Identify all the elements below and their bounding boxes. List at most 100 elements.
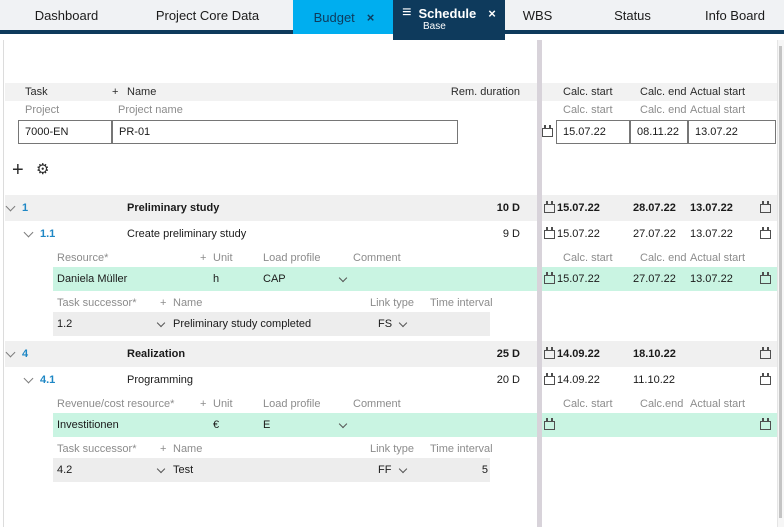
dropdown-chevron-icon[interactable] (156, 312, 166, 336)
load-profile-cell[interactable]: E (263, 419, 271, 431)
task-name-cell[interactable]: Preliminary study (127, 202, 220, 214)
load-profile-header: Load profile (263, 398, 321, 410)
unit-cell[interactable]: h (213, 273, 220, 285)
task-duration-cell[interactable]: 20 D (496, 374, 520, 386)
task-name-cell[interactable]: Programming (127, 374, 194, 386)
close-icon[interactable]: × (488, 5, 496, 21)
project-actual-start-input[interactable]: 13.07.22 (688, 120, 776, 144)
calendar-icon (544, 226, 555, 239)
successor-id-cell[interactable]: 1.2 (57, 318, 73, 330)
calendar-icon[interactable] (544, 341, 555, 367)
calendar-icon[interactable] (760, 413, 771, 437)
resource-name-cell[interactable]: Investitionen (57, 419, 119, 431)
comment-header: Comment (353, 252, 401, 264)
add-resource-button[interactable]: + (200, 252, 207, 264)
task-id-cell[interactable]: 1.1 (40, 228, 56, 240)
calc-start-cell[interactable]: 15.07.22 (557, 228, 600, 240)
successor-name-cell[interactable]: Test (173, 464, 194, 476)
successor-id-cell[interactable]: 4.2 (57, 464, 73, 476)
time-interval-cell[interactable]: 5 (481, 464, 488, 476)
row-background (53, 458, 490, 482)
tab-schedule-row: ≡ Schedule × (402, 4, 496, 22)
add-successor-button[interactable]: + (160, 297, 167, 309)
link-type-cell[interactable]: FF (378, 464, 392, 476)
resource-name-cell[interactable]: Daniela Müller (57, 273, 128, 285)
tab-status[interactable]: Status (595, 0, 670, 30)
chevron-down-icon (338, 419, 348, 429)
task-id-cell[interactable]: 1 (22, 202, 29, 214)
task-name-cell[interactable]: Realization (127, 348, 186, 360)
column-header-rem-duration: Rem. duration (450, 86, 520, 98)
calc-start-cell[interactable]: 14.09.22 (557, 374, 600, 386)
calendar-icon[interactable] (544, 413, 555, 437)
dropdown-chevron-icon[interactable] (338, 267, 348, 291)
panel-splitter[interactable] (537, 40, 542, 527)
scrollbar-thumb[interactable] (779, 46, 782, 518)
calc-start-cell[interactable]: 15.07.22 (557, 202, 600, 214)
task-duration-cell[interactable]: 9 D (502, 228, 520, 240)
calc-start-cell[interactable]: 15.07.22 (557, 273, 600, 285)
calendar-icon[interactable] (544, 221, 555, 247)
dropdown-chevron-icon[interactable] (398, 458, 408, 482)
calc-start-cell[interactable]: 14.09.22 (557, 348, 600, 360)
link-type-cell[interactable]: FS (378, 318, 393, 330)
add-row-button[interactable]: + (12, 159, 24, 181)
tab-budget[interactable]: Budget × (293, 0, 395, 34)
project-label: Project (25, 104, 60, 116)
tab-wbs[interactable]: WBS (500, 0, 575, 30)
project-calc-start-input[interactable]: 15.07.22 (556, 120, 630, 144)
dropdown-chevron-icon[interactable] (338, 413, 348, 437)
task-id-cell[interactable]: 4 (22, 348, 29, 360)
tab-dashboard[interactable]: Dashboard (19, 0, 114, 30)
calc-end-cell[interactable]: 27.07.22 (633, 273, 676, 285)
calendar-icon[interactable] (760, 221, 771, 247)
calendar-icon[interactable] (544, 267, 555, 291)
task-duration-cell[interactable]: 25 D (496, 348, 520, 360)
collapse-chevron-icon[interactable] (23, 367, 34, 393)
actual-start-cell[interactable]: 13.07.22 (690, 273, 733, 285)
dropdown-chevron-icon[interactable] (398, 312, 408, 336)
row-background (5, 83, 537, 101)
calendar-icon[interactable] (544, 367, 555, 393)
calc-end-cell[interactable]: 18.10.22 (633, 348, 676, 360)
task-name-cell[interactable]: Create preliminary study (127, 228, 247, 240)
add-resource-button[interactable]: + (200, 398, 207, 410)
actual-start-cell[interactable]: 13.07.22 (690, 228, 733, 240)
calendar-icon[interactable] (760, 341, 771, 367)
dropdown-chevron-icon[interactable] (156, 458, 166, 482)
tab-info-board[interactable]: Info Board (685, 0, 784, 30)
gear-icon[interactable]: ⚙ (36, 161, 50, 178)
tab-project-core-data[interactable]: Project Core Data (140, 0, 275, 30)
calendar-icon[interactable] (760, 267, 771, 291)
task-id-cell[interactable]: 4.1 (40, 374, 56, 386)
calendar-icon (760, 200, 771, 213)
close-icon[interactable]: × (366, 9, 375, 25)
load-profile-cell[interactable]: CAP (263, 273, 286, 285)
calc-end-cell[interactable]: 28.07.22 (633, 202, 676, 214)
project-name-input[interactable]: PR-01 (112, 120, 458, 144)
actual-start-header: Actual start (690, 398, 746, 410)
unit-header: Unit (213, 398, 233, 410)
calendar-icon[interactable] (542, 120, 553, 144)
unit-cell[interactable]: € (213, 419, 220, 431)
calc-end-cell[interactable]: 11.10.22 (633, 374, 676, 386)
actual-start-cell[interactable]: 13.07.22 (690, 202, 733, 214)
collapse-chevron-icon[interactable] (23, 221, 34, 247)
calendar-icon[interactable] (544, 195, 555, 221)
collapse-chevron-icon[interactable] (5, 341, 16, 367)
task-duration-cell[interactable]: 10 D (496, 202, 520, 214)
add-successor-button[interactable]: + (160, 443, 167, 455)
calc-end-cell[interactable]: 27.07.22 (633, 228, 676, 240)
calendar-icon[interactable] (760, 367, 771, 393)
calendar-icon[interactable] (760, 195, 771, 221)
tab-schedule[interactable]: ≡ Schedule × Base (393, 0, 505, 40)
time-interval-cell[interactable] (408, 312, 488, 336)
project-calc-end-input[interactable]: 08.11.22 (630, 120, 688, 144)
add-column-button[interactable]: + (112, 86, 119, 98)
row-background (542, 341, 777, 367)
project-code-input[interactable]: 7000-EN (18, 120, 112, 144)
chevron-down-icon (338, 273, 348, 283)
successor-name-cell[interactable]: Preliminary study completed (173, 318, 312, 330)
menu-icon[interactable]: ≡ (402, 4, 412, 21)
collapse-chevron-icon[interactable] (5, 195, 16, 221)
